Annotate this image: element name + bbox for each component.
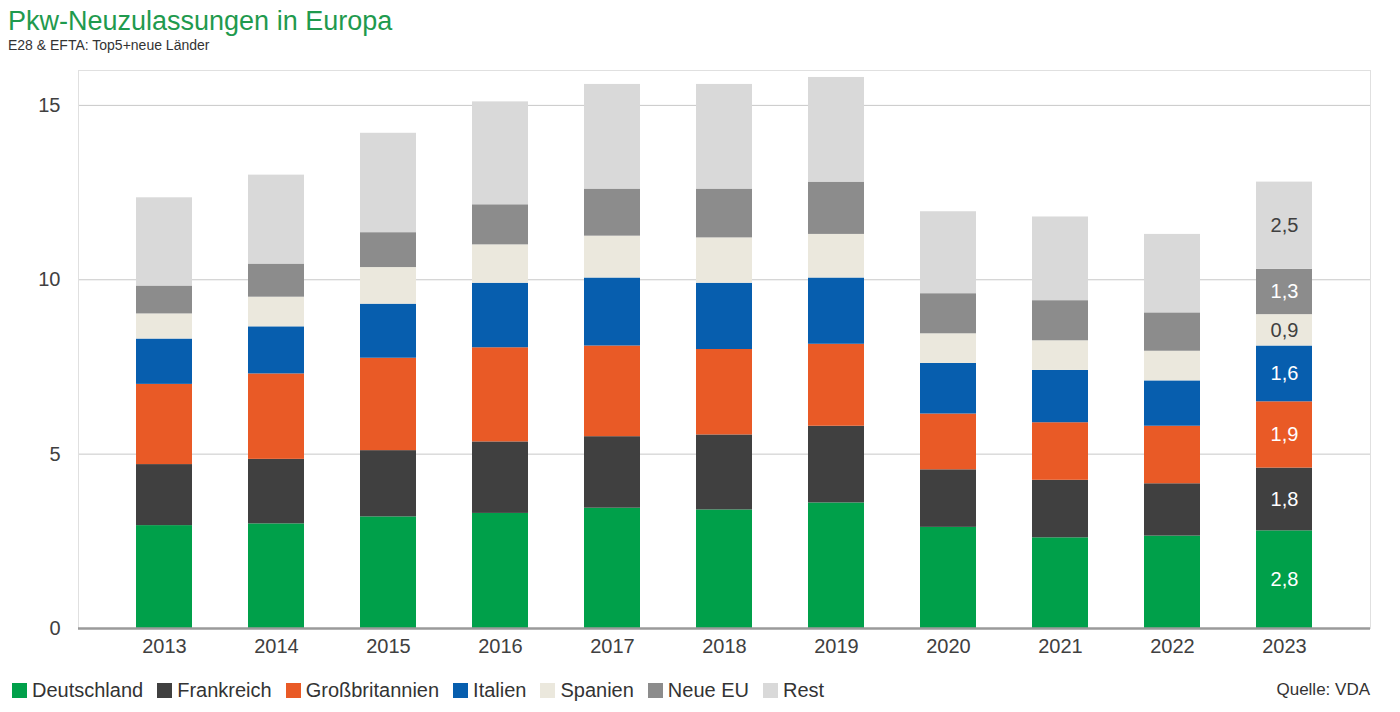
svg-text:0,9: 0,9 <box>1271 319 1299 341</box>
html-text:Deutschland: Deutschland <box>32 678 144 701</box>
svg-text:2019: 2019 <box>814 635 859 657</box>
svg-text:2020: 2020 <box>926 635 971 657</box>
svg-text:1,3: 1,3 <box>1271 280 1299 302</box>
html-text:Spanien: Spanien <box>560 678 634 701</box>
svg-text:2,5: 2,5 <box>1271 214 1299 236</box>
svg-text:2023: 2023 <box>1262 635 1307 657</box>
svg-text:2,8: 2,8 <box>1271 568 1299 590</box>
html-text:Neue EU: Neue EU <box>667 678 749 701</box>
html-text:Großbritannien: Großbritannien <box>305 678 440 701</box>
svg-text:2017: 2017 <box>590 635 635 657</box>
html-text:Frankreich: Frankreich <box>177 678 272 701</box>
svg-text:2016: 2016 <box>478 635 523 657</box>
svg-text:2022: 2022 <box>1150 635 1195 657</box>
svg-text:2018: 2018 <box>702 635 747 657</box>
svg-text:1,6: 1,6 <box>1271 362 1299 384</box>
svg-text:10: 10 <box>38 268 60 290</box>
svg-text:2015: 2015 <box>366 635 411 657</box>
svg-text:2013: 2013 <box>142 635 187 657</box>
svg-text:5: 5 <box>49 443 60 465</box>
html-text:Pkw-Neuzulassungen in Europa: Pkw-Neuzulassungen in Europa <box>8 6 393 36</box>
html-text:E28 & EFTA: Top5+neue Länder: E28 & EFTA: Top5+neue Länder <box>8 37 210 53</box>
svg-text:0: 0 <box>49 617 60 639</box>
svg-text:2014: 2014 <box>254 635 299 657</box>
svg-text:1,8: 1,8 <box>1271 488 1299 510</box>
html-text:Italien: Italien <box>473 678 527 701</box>
svg-text:2021: 2021 <box>1038 635 1083 657</box>
html-text:Quelle: VDA: Quelle: VDA <box>1276 680 1370 699</box>
html-text:Rest: Rest <box>783 678 825 701</box>
svg-text:15: 15 <box>38 94 60 116</box>
svg-text:1,9: 1,9 <box>1271 423 1299 445</box>
